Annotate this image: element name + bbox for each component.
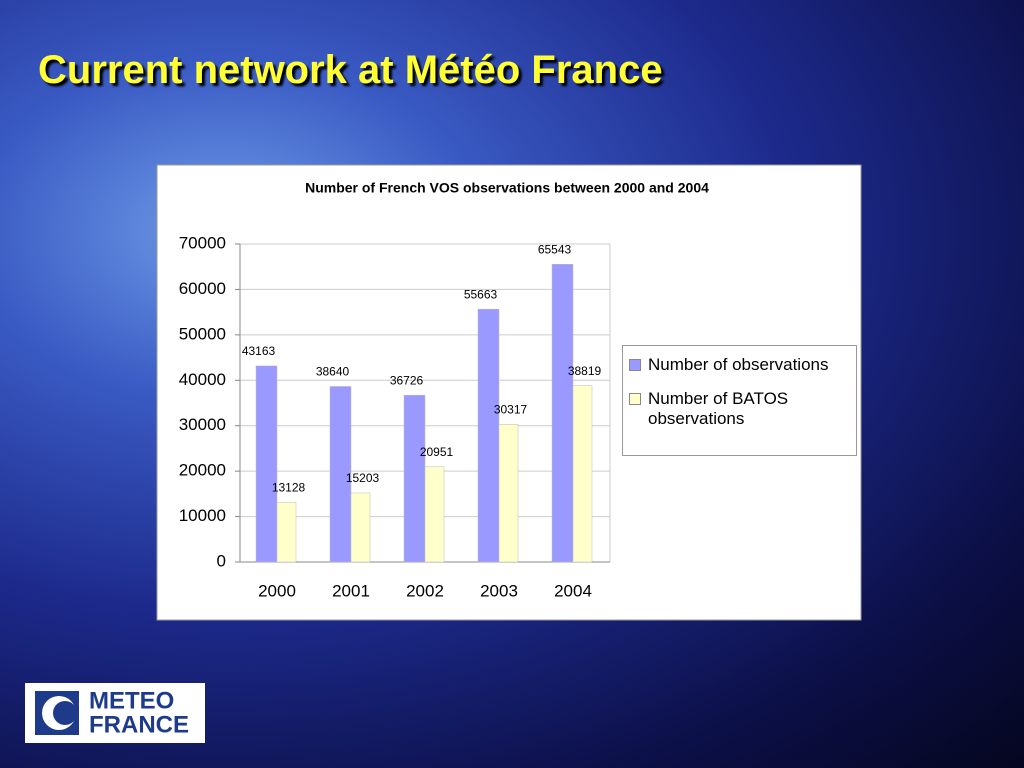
bar [329,386,352,563]
x-tick-label: 2002 [406,581,444,600]
y-tick-label: 60000 [179,279,226,298]
y-tick-label: 40000 [179,370,226,389]
legend: Number of observations Number of BATOS ob… [622,345,857,456]
y-tick-label: 70000 [179,233,226,252]
data-label: 20951 [420,445,454,459]
data-label: 38640 [316,365,350,379]
bar [255,365,278,563]
logo-text: FRANCE [89,711,189,738]
data-label: 43163 [242,344,276,358]
bar [276,502,297,563]
chart-title: Number of French VOS observations betwee… [305,180,709,196]
bar [424,466,445,563]
x-tick-label: 2004 [554,581,592,600]
data-label: 55663 [464,287,498,301]
bar [498,424,519,563]
legend-item: Number of BATOS observations [629,389,850,429]
logo-inner [53,701,77,725]
y-tick-label: 20000 [179,461,226,480]
legend-swatch [629,393,641,405]
data-label: 38819 [568,364,602,378]
bar [551,263,574,563]
slide-title: Current network at Météo France [38,48,663,92]
bar [477,308,500,563]
x-tick-label: 2001 [332,581,370,600]
logo-graphic: METEO FRANCE [35,687,189,738]
logo: METEO FRANCE [25,683,205,743]
legend-item: Number of observations [629,355,850,375]
legend-label: Number of observations [648,355,829,374]
data-label: 36726 [390,373,424,387]
y-tick-label: 50000 [179,324,226,343]
data-label: 15203 [346,471,380,485]
x-tick-label: 2003 [480,581,518,600]
data-label: 13128 [272,481,306,495]
y-tick-label: 0 [217,551,226,570]
data-label: 30317 [494,402,528,416]
bar [350,492,371,563]
legend-swatch [629,359,641,371]
y-tick-label: 10000 [179,506,226,525]
bar [403,394,426,563]
bar [572,385,593,563]
legend-label: Number of BATOS observations [648,389,789,428]
y-tick-label: 30000 [179,415,226,434]
legend-box: Number of observations Number of BATOS ob… [622,345,857,456]
data-label: 65543 [538,242,572,256]
x-tick-label: 2000 [258,581,296,600]
logo-text: METEO [89,687,174,714]
